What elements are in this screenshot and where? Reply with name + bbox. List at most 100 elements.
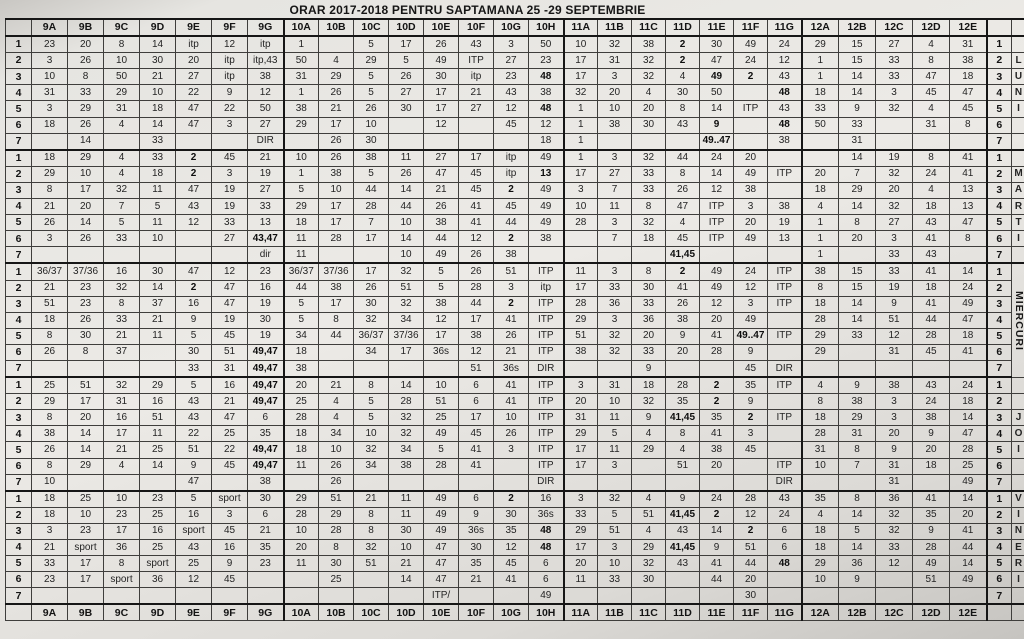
class-column-footer-11f: 11F [733, 603, 768, 622]
period-cell-10b [318, 359, 354, 379]
period-cell-11d: 2 [665, 35, 700, 54]
period-cell-11c: 20 [631, 100, 666, 118]
period-cell-10a [283, 132, 319, 151]
period-cell-11g: 43 [767, 100, 803, 118]
period-cell-10c [353, 571, 389, 589]
period-cell-12b: 14 [838, 295, 876, 313]
period-cell-9c: 31 [103, 100, 140, 118]
period-cell-11f: 20 [733, 571, 768, 589]
period-cell-9f: 45 [211, 327, 248, 345]
period-cell-12c: 51 [875, 311, 913, 329]
period-cell-9g: 49,47 [247, 441, 285, 459]
period-cell-11b [597, 473, 632, 492]
period-cell-9g: 43,47 [247, 230, 285, 248]
period-number-right: 1 [985, 149, 1012, 167]
period-cell-11e: 14 [699, 100, 734, 118]
period-cell-10b: 34 [318, 425, 354, 443]
period-cell-12b: 9 [838, 100, 876, 118]
period-cell-12b [838, 359, 876, 379]
period-cell-9d: 25 [139, 441, 176, 459]
period-cell-12e: 47 [949, 311, 988, 329]
period-cell-10e: 17 [423, 100, 459, 118]
period-cell-11b: 27 [597, 165, 632, 183]
period-cell-10c: 10 [353, 116, 389, 134]
period-cell-11b: 7 [597, 181, 632, 200]
period-cell-10d: 17 [388, 35, 424, 54]
period-cell-12d [912, 359, 950, 379]
period-cell-9f: itp [211, 68, 248, 86]
period-cell-9g: 49,47 [247, 457, 285, 475]
period-cell-12c: 3 [875, 409, 913, 427]
period-cell-12a: 1 [801, 68, 839, 86]
period-cell-10g [493, 473, 529, 492]
period-cell-9f: 27 [211, 230, 248, 248]
period-cell-10b: 29 [318, 68, 354, 86]
period-cell-11c [631, 132, 666, 151]
period-cell-11c: 4 [631, 84, 666, 102]
period-cell-11a: 31 [563, 409, 598, 427]
period-cell-9b: 14 [67, 132, 104, 151]
period-cell-10g: 36s [493, 359, 529, 379]
period-cell-11e: 47 [699, 52, 734, 70]
period-number-left: 1 [5, 376, 32, 395]
period-cell-9f: 47 [211, 295, 248, 313]
period-cell-11e: 49..47 [699, 132, 734, 151]
period-cell-11b: 3 [597, 262, 632, 281]
period-cell-10h: 6 [528, 571, 565, 589]
period-cell-9d: 14 [139, 279, 176, 297]
period-cell-11g: 13 [767, 230, 803, 248]
period-cell-10e: 12 [423, 311, 459, 329]
period-cell-12e: 44 [949, 538, 988, 557]
period-cell-11b: 11 [597, 198, 632, 216]
period-cell-9a: 31 [31, 84, 68, 102]
period-cell-9b: 23 [67, 295, 104, 313]
class-column-header-10e: 10E [423, 17, 459, 38]
period-cell-10f: 44 [458, 295, 494, 313]
period-cell-10c: 5 [353, 409, 389, 427]
period-cell-10f: 45 [458, 181, 494, 200]
period-cell-11b: 51 [597, 522, 632, 541]
timetable-row-vineri-6: 6 23 17 sport 36 12 45 25 14 47 21 41 6 11 33 30 44 20 10 9… [5, 571, 1024, 589]
period-cell-11b [597, 246, 632, 265]
period-cell-11b: 20 [597, 84, 632, 102]
period-cell-11d: 28 [665, 376, 700, 395]
period-cell-11a: 29 [563, 311, 598, 329]
class-column-header-9c: 9C [103, 17, 140, 38]
day-letter: I [1011, 100, 1024, 118]
period-cell-11f: 20 [733, 214, 768, 232]
footer-row: 9A 9B 9C 9D 9E 9F 9G 10A 10B 10C 10D 10E 10F 10G 10H 11… [5, 603, 1024, 622]
period-cell-10a: 18 [283, 343, 319, 361]
period-cell-12a: 18 [801, 409, 839, 427]
period-cell-11b: 10 [597, 100, 632, 118]
period-cell-9a: 26 [31, 214, 68, 232]
header-row: 9A 9B 9C 9D 9E 9F 9G 10A 10B 10C 10D 10E 10F 10G 10H 11… [5, 17, 1024, 38]
period-cell-11a: 28 [563, 214, 598, 232]
day-letter: I [1011, 441, 1024, 459]
period-cell-11d: 44 [665, 149, 700, 167]
period-cell-9g: 16 [247, 279, 285, 297]
period-cell-9b: 8 [67, 343, 104, 361]
period-cell-10g [493, 457, 529, 475]
period-cell-12b [838, 246, 876, 265]
period-cell-11a: 33 [563, 506, 598, 524]
period-cell-9c [103, 587, 140, 606]
period-cell-11b: 32 [597, 343, 632, 361]
period-cell-10c: 8 [353, 376, 389, 395]
period-cell-12b: 14 [838, 506, 876, 524]
period-cell-11d: 8 [665, 165, 700, 183]
period-cell-10h: ITP [528, 343, 565, 361]
period-cell-10f: 21 [458, 571, 494, 589]
period-number-left: 5 [5, 214, 32, 232]
period-cell-10c: 17 [353, 262, 389, 281]
period-cell-9f: 25 [211, 425, 248, 443]
period-cell-11d: 43 [665, 116, 700, 134]
period-cell-11b: 10 [597, 393, 632, 411]
period-cell-10d: 30 [388, 522, 424, 541]
period-cell-11d: 41,45 [665, 246, 700, 265]
period-cell-10c: 29 [353, 52, 389, 70]
period-cell-11c: 4 [631, 490, 666, 508]
period-cell-10g: 41 [493, 311, 529, 329]
period-cell-12b: 14 [838, 149, 876, 167]
period-cell-10b: 8 [318, 538, 354, 557]
period-cell-9a: 25 [31, 376, 68, 395]
